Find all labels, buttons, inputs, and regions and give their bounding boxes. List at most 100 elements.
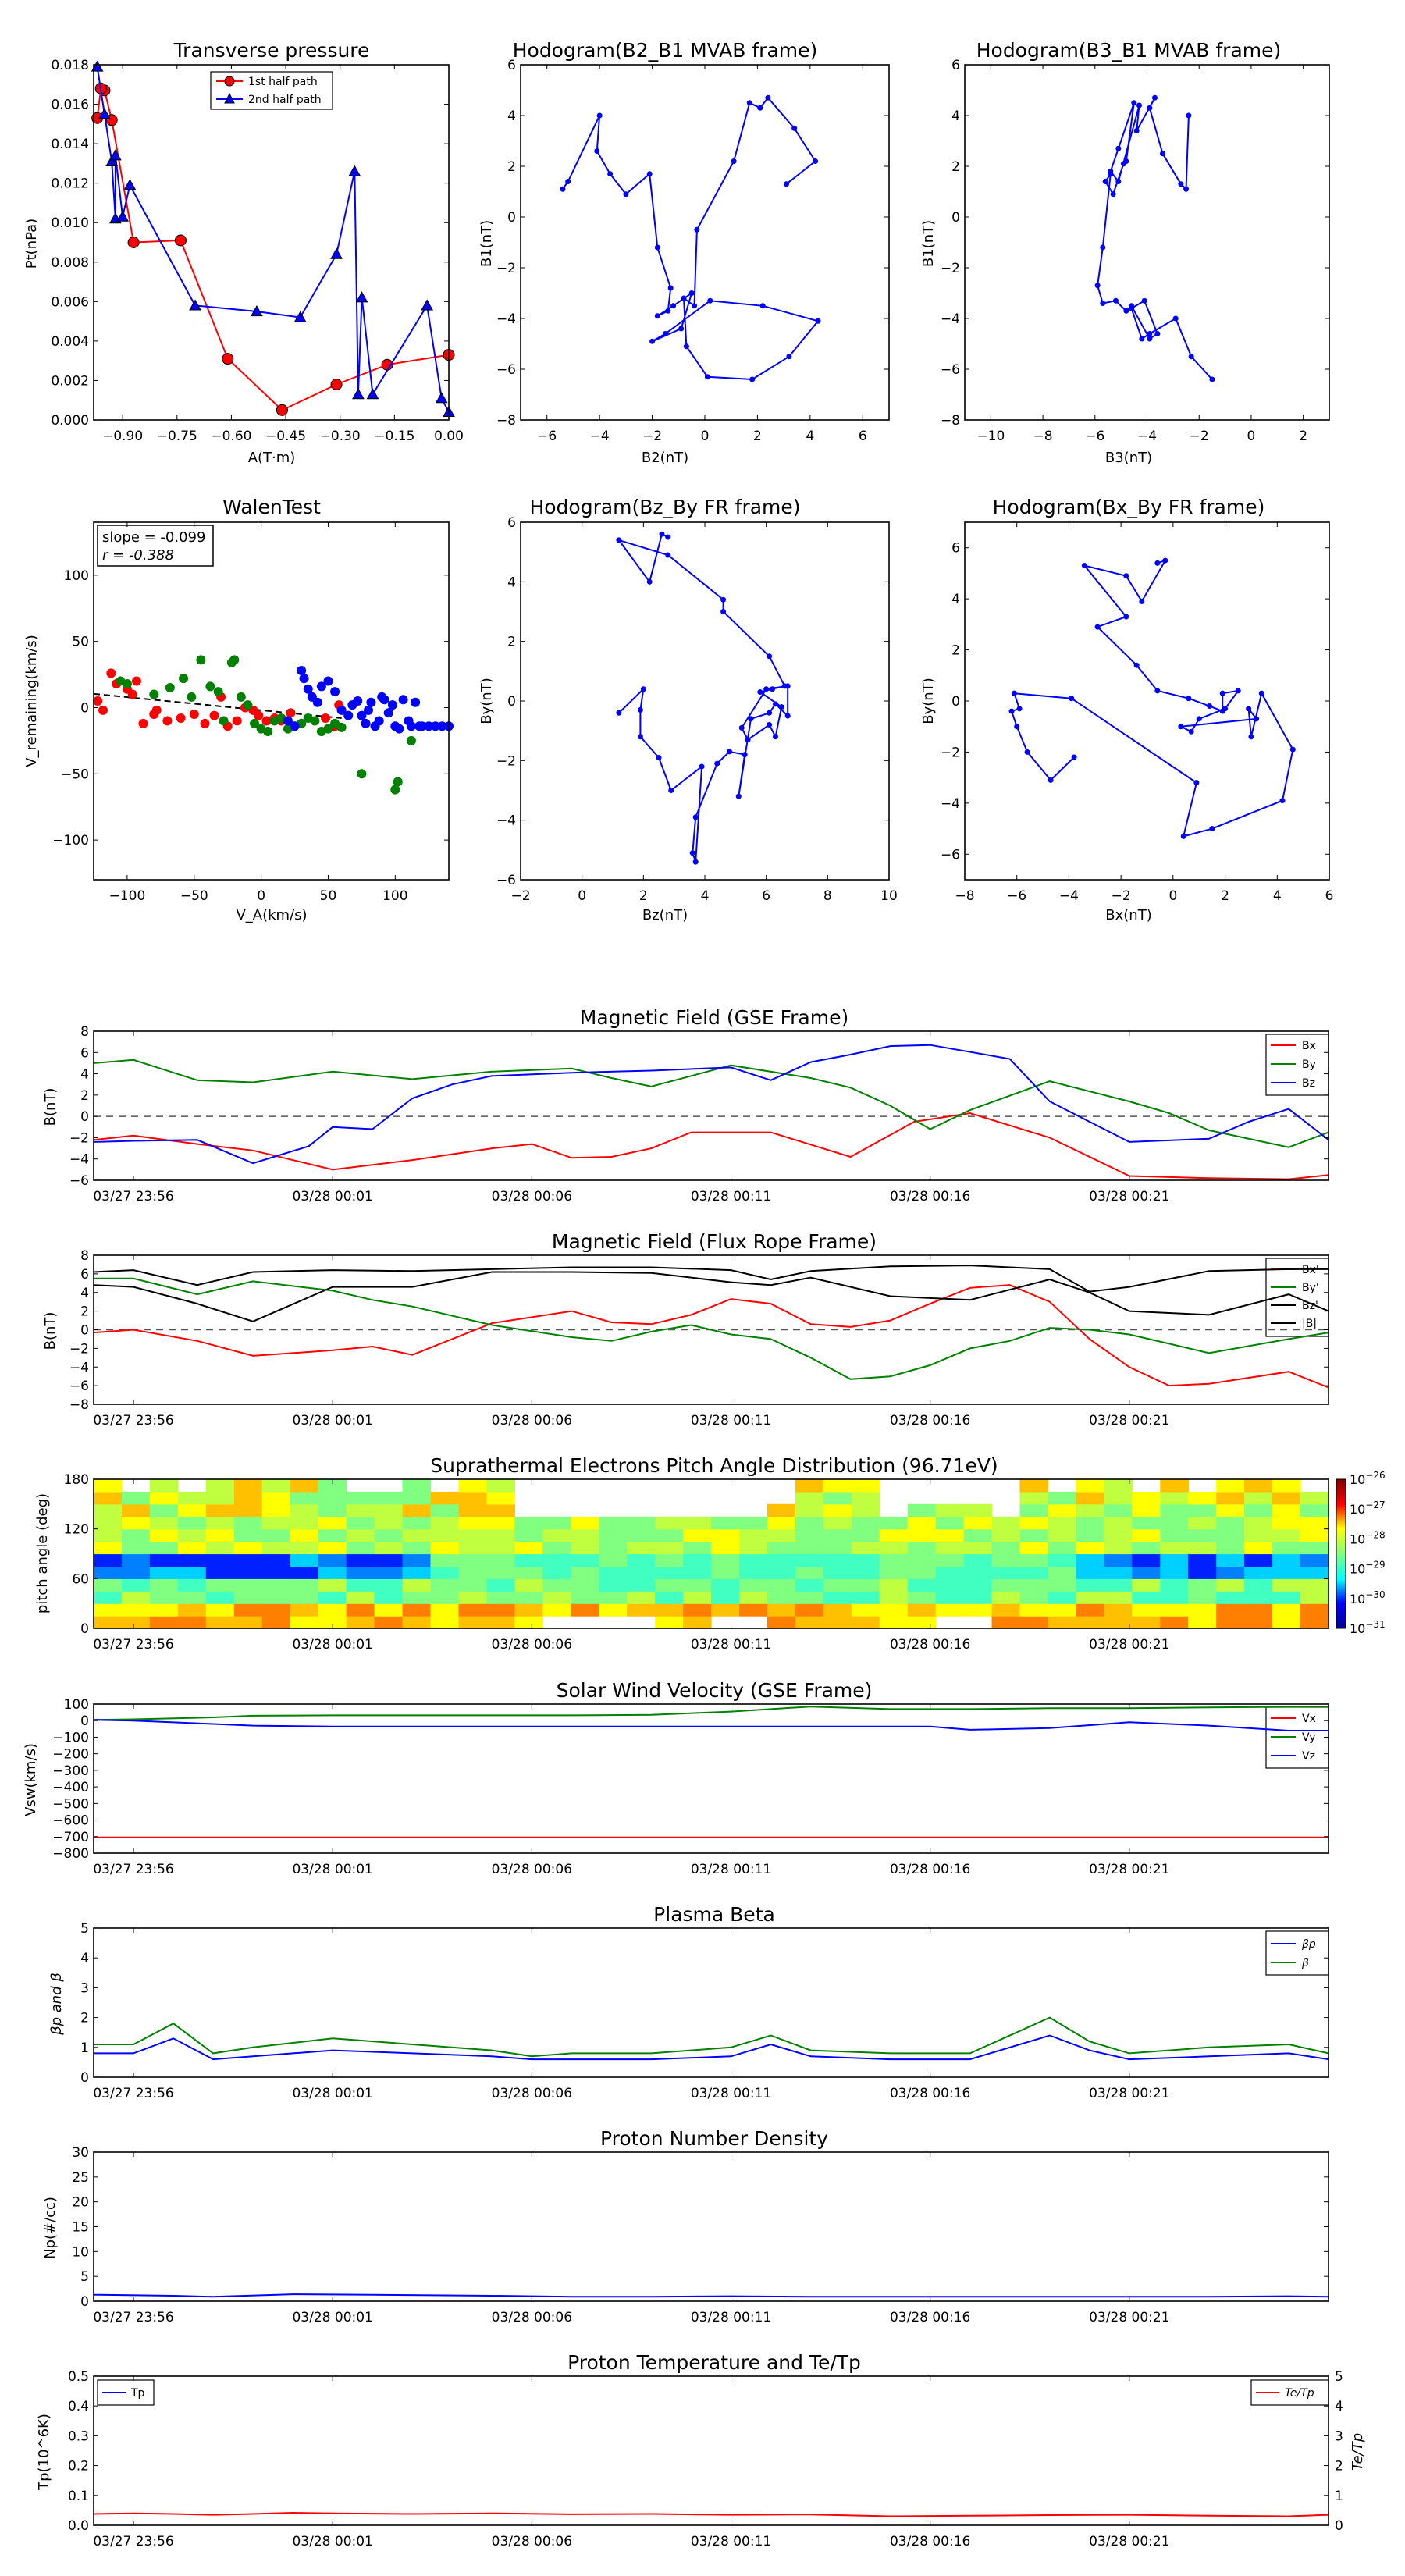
pad-cell (374, 1591, 404, 1604)
pad-cell (1244, 1616, 1273, 1629)
hodo2-xtick-label: −8 (1033, 429, 1053, 444)
hodo3-ylabel: By(nT) (478, 678, 495, 724)
pad-cell (655, 1616, 684, 1629)
pad-ytick-label: 120 (64, 1522, 89, 1538)
hodo2-point (1133, 128, 1140, 133)
pad-colorbar-label: 10−28 (1350, 1529, 1385, 1546)
pad-cell (318, 1566, 347, 1579)
pad-cell (122, 1603, 151, 1617)
pad-cell (795, 1503, 824, 1517)
hodo1-ytick-label: 4 (507, 109, 516, 124)
pad-cell (290, 1516, 319, 1530)
tp-legend-tp: Tp (130, 2387, 145, 2400)
hodo3-xtick-label: 10 (880, 888, 898, 904)
walen-point (162, 716, 173, 726)
hodo3-ytick-label: 0 (507, 694, 516, 710)
np-ytick-label: 30 (72, 2145, 89, 2161)
walen-point (297, 665, 307, 675)
beta-ytick-label: 1 (80, 2041, 89, 2056)
pad-cell (767, 1603, 796, 1617)
pad-cell (430, 1603, 460, 1617)
hodo2-point (1160, 151, 1166, 157)
hodo4-point (1162, 557, 1168, 564)
pad-cell (458, 1503, 487, 1517)
pad-cell (879, 1528, 909, 1542)
pad-cell (122, 1616, 151, 1629)
pad-cell (290, 1578, 319, 1592)
hodo3-point (778, 704, 784, 710)
pad-cell (1160, 1603, 1189, 1617)
hodo3-xtick-label: 6 (762, 888, 770, 904)
pad-cell (1132, 1541, 1161, 1555)
bfr-line (93, 1271, 1329, 1322)
hodo2-title: Hodogram(B3_B1 MVAB frame) (976, 39, 1282, 62)
pad-cell (205, 1528, 235, 1542)
bfr-ytick-label: 4 (80, 1286, 89, 1301)
pad-cell (542, 1591, 571, 1604)
bgse-series (93, 1059, 1329, 1148)
bgse-line (93, 1112, 1329, 1180)
pad-cell (290, 1479, 319, 1493)
pad-cell (94, 1553, 123, 1567)
np-line (93, 2293, 1329, 2298)
hodo2-ytick-label: −2 (941, 261, 960, 276)
pad-cell (907, 1578, 937, 1592)
pad-cell (1132, 1491, 1161, 1505)
pad-cell (935, 1528, 965, 1542)
bgse-xtick-label: 03/28 00:16 (890, 1189, 970, 1204)
pad-cell (935, 1503, 965, 1517)
pt-xtick-label: −0.45 (265, 429, 306, 444)
pad-ylabel: pitch angle (deg) (34, 1493, 51, 1614)
bfr-legend-b: |B| (1302, 1318, 1317, 1330)
pad-cell (233, 1528, 263, 1542)
pad-cell (1188, 1566, 1217, 1579)
hodo1-point (654, 313, 660, 319)
pad-cell (458, 1516, 487, 1530)
hodo2-point (1186, 112, 1192, 119)
pad-ytick-label: 60 (72, 1571, 89, 1587)
pad-cell (149, 1578, 179, 1592)
pad-cell (851, 1528, 880, 1542)
pad-cell (823, 1491, 852, 1505)
hodo4-point (1207, 703, 1213, 710)
pad-colorbar-bar (1336, 1478, 1346, 1629)
pad-cell (205, 1553, 235, 1567)
pad-cell (627, 1528, 656, 1542)
pad-cell (907, 1528, 937, 1542)
tp-ytick-label: 0.2 (68, 2459, 89, 2475)
pad-cell (122, 1491, 151, 1505)
hodo4-point (1024, 749, 1030, 755)
pad-cell (1188, 1528, 1217, 1542)
hodo1-point (784, 181, 790, 187)
walen-point (393, 777, 403, 787)
pad-cell (1019, 1578, 1049, 1592)
pad-cell (599, 1528, 628, 1542)
bgse-ytick-label: 8 (80, 1024, 89, 1040)
pad-cell (795, 1578, 824, 1592)
hodo2-series (1094, 94, 1215, 382)
hodo1-ytick-label: −4 (496, 311, 516, 327)
pad-cell (149, 1541, 179, 1555)
pt-legend-1: 1st half path (248, 76, 318, 88)
hodo4-axes: −6 −4 −2 0 2 4 6 −8 −6 −4 −2 0 2 4 6 (941, 522, 1333, 904)
pad-cell (261, 1479, 291, 1493)
hodo1-series (560, 94, 821, 382)
walen-point (379, 695, 389, 705)
pad-cell (907, 1603, 937, 1617)
bfr-ylabel: B(nT) (42, 1312, 59, 1350)
vsw-frame (93, 1703, 1329, 1854)
bgse-legend-bz: Bz (1302, 1077, 1315, 1090)
pad-cell (486, 1491, 515, 1505)
walen-point (189, 709, 199, 719)
pad-cell (739, 1516, 768, 1530)
pt-point (116, 210, 129, 222)
vsw-ylabel: Vsw(km/s) (23, 1743, 39, 1816)
pad-cell (879, 1603, 909, 1617)
np-ylabel: Np(#/cc) (42, 2197, 59, 2259)
hodo1-point (623, 191, 629, 197)
pad-cell (542, 1541, 571, 1555)
tp-xtick-label: 03/28 00:11 (691, 2534, 771, 2549)
walen-point (343, 710, 354, 720)
np-xtick-label: 03/28 00:16 (890, 2310, 970, 2325)
tp-right-tick-label: 2 (1335, 2459, 1343, 2475)
